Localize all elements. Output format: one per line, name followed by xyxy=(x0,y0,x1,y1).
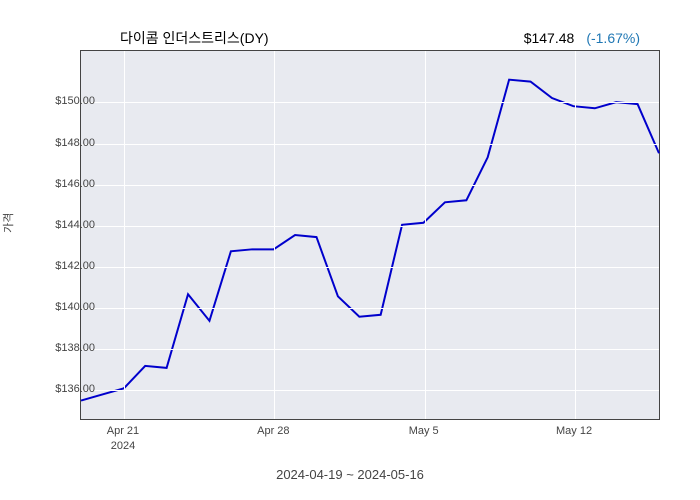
y-tick-label: $136.00 xyxy=(35,383,95,395)
grid-line-v xyxy=(425,51,426,419)
current-price: $147.48 xyxy=(524,30,575,46)
plot-area xyxy=(80,50,660,420)
y-tick-label: $150.00 xyxy=(35,95,95,107)
grid-line-h xyxy=(81,102,659,103)
chart-header: 다이콤 인더스트리스(DY) $147.48 (-1.67%) xyxy=(120,28,640,48)
grid-line-h xyxy=(81,226,659,227)
grid-line-h xyxy=(81,267,659,268)
y-axis-label: 가격 xyxy=(0,213,16,233)
x-tick-label: May 12 xyxy=(556,425,592,437)
grid-line-h xyxy=(81,185,659,186)
x-tick-year: 2024 xyxy=(111,440,135,452)
price-line xyxy=(81,80,659,401)
chart-title: 다이콤 인더스트리스(DY) xyxy=(120,28,269,48)
line-chart-svg xyxy=(81,51,659,419)
grid-line-v xyxy=(575,51,576,419)
x-tick-label: Apr 21 xyxy=(107,425,139,437)
y-tick-label: $146.00 xyxy=(35,178,95,190)
grid-line-h xyxy=(81,308,659,309)
grid-line-v xyxy=(274,51,275,419)
grid-line-h xyxy=(81,349,659,350)
grid-line-h xyxy=(81,390,659,391)
x-tick-label: Apr 28 xyxy=(257,425,289,437)
stock-chart: 다이콤 인더스트리스(DY) $147.48 (-1.67%) 가격 $136.… xyxy=(0,0,700,500)
y-tick-label: $142.00 xyxy=(35,260,95,272)
date-range-label: 2024-04-19 ~ 2024-05-16 xyxy=(0,467,700,482)
y-tick-label: $140.00 xyxy=(35,301,95,313)
x-tick-label: May 5 xyxy=(409,425,439,437)
price-info: $147.48 (-1.67%) xyxy=(524,30,640,46)
y-tick-label: $138.00 xyxy=(35,342,95,354)
y-tick-label: $148.00 xyxy=(35,137,95,149)
y-tick-label: $144.00 xyxy=(35,219,95,231)
grid-line-v xyxy=(124,51,125,419)
grid-line-h xyxy=(81,144,659,145)
price-change-pct: (-1.67%) xyxy=(586,30,640,46)
